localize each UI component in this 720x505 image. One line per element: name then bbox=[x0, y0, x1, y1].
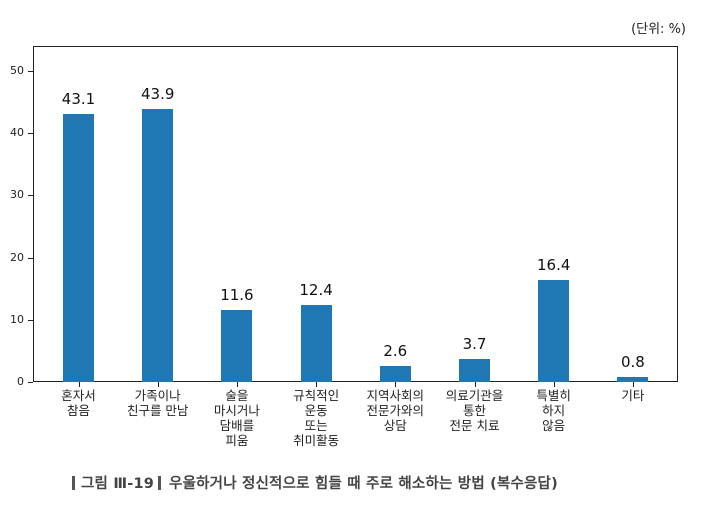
y-tick-label: 50 bbox=[10, 64, 24, 77]
figure-caption: 그림 Ⅲ-19 우울하거나 정신적으로 힘들 때 주로 해소하는 방법 (복수응답… bbox=[72, 472, 558, 493]
bar bbox=[300, 304, 332, 382]
unit-label: (단위: %) bbox=[631, 22, 686, 37]
y-tick-mark bbox=[28, 319, 33, 321]
bar bbox=[538, 279, 570, 382]
figure-title: 우울하거나 정신적으로 힘들 때 주로 해소하는 방법 (복수응답) bbox=[169, 476, 558, 492]
bar-value-label: 43.9 bbox=[140, 84, 175, 103]
x-tick-mark bbox=[474, 382, 476, 387]
x-tick-mark bbox=[157, 382, 159, 387]
caption-bar-icon bbox=[72, 476, 75, 490]
x-tick-mark bbox=[395, 382, 397, 387]
bar bbox=[459, 358, 490, 382]
bar-value-label: 11.6 bbox=[220, 285, 254, 304]
bar-value-label: 3.7 bbox=[462, 334, 487, 353]
figure-number: 그림 Ⅲ-19 bbox=[81, 476, 155, 492]
bar-value-label: 43.1 bbox=[61, 89, 96, 108]
bar bbox=[379, 365, 411, 382]
y-tick-label: 20 bbox=[10, 250, 24, 264]
x-tick-mark bbox=[553, 382, 555, 387]
y-tick-mark bbox=[28, 133, 33, 135]
x-tick-mark bbox=[316, 382, 318, 387]
bar bbox=[142, 108, 174, 382]
caption-bar-icon bbox=[158, 476, 162, 490]
x-tick-mark bbox=[632, 382, 634, 387]
bar-value-label: 16.4 bbox=[536, 255, 571, 274]
x-tick-label: 의료기관을 통한 전문 치료 bbox=[445, 388, 504, 433]
x-tick-label: 술을 마시거나 담배를 피움 bbox=[213, 388, 260, 448]
bar bbox=[63, 113, 94, 382]
x-tick-mark bbox=[78, 382, 80, 387]
bar bbox=[221, 309, 253, 382]
plot-area bbox=[33, 46, 678, 382]
bar-value-label: 0.8 bbox=[620, 353, 645, 372]
y-tick-mark bbox=[28, 382, 33, 383]
y-tick-label: 0 bbox=[17, 375, 24, 388]
x-tick-mark bbox=[236, 382, 238, 387]
x-tick-label: 특별히 하지 않음 bbox=[536, 388, 571, 433]
x-tick-label: 가족이나 친구를 만남 bbox=[126, 388, 189, 418]
y-tick-label: 40 bbox=[10, 126, 24, 140]
y-tick-label: 30 bbox=[10, 188, 24, 202]
y-tick-mark bbox=[28, 71, 33, 72]
bar bbox=[617, 377, 649, 382]
bar-value-label: 2.6 bbox=[383, 341, 408, 360]
y-tick-mark bbox=[28, 195, 33, 197]
x-tick-label: 지역사회의 전문가와의 상담 bbox=[366, 388, 425, 433]
x-tick-label: 혼자서 참음 bbox=[61, 388, 96, 418]
bar-value-label: 12.4 bbox=[299, 280, 333, 299]
x-tick-label: 기타 bbox=[621, 388, 645, 403]
y-tick-label: 10 bbox=[10, 312, 24, 326]
x-tick-label: 규칙적인 운동 또는 취미활동 bbox=[293, 388, 340, 448]
y-tick-mark bbox=[28, 257, 33, 259]
